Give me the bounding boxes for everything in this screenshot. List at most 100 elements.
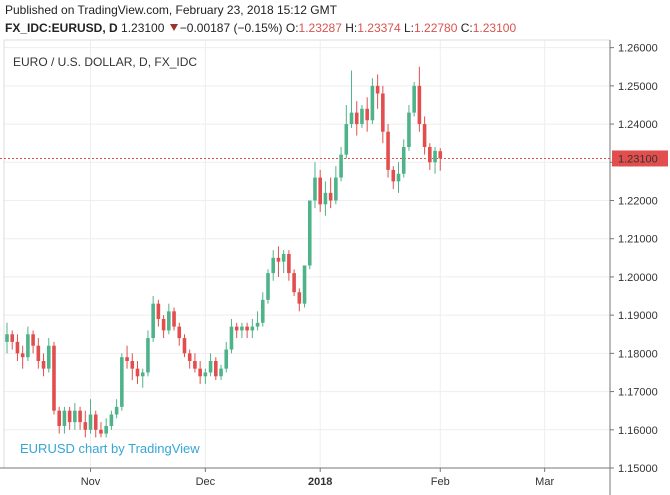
price-axis-panel bbox=[610, 0, 670, 495]
candle-body bbox=[344, 124, 349, 155]
y-tick-label: 1.26000 bbox=[618, 43, 658, 55]
grid-layer bbox=[4, 40, 610, 469]
candle-body bbox=[349, 112, 354, 125]
candle-body bbox=[187, 353, 192, 361]
candle-body bbox=[245, 326, 249, 331]
candle-body bbox=[396, 173, 401, 182]
x-tick-label: Dec bbox=[196, 476, 216, 488]
candle-body bbox=[130, 361, 135, 369]
candle-body bbox=[318, 177, 322, 205]
candle-body bbox=[386, 131, 390, 170]
candle-body bbox=[422, 124, 427, 147]
candle-body bbox=[36, 345, 41, 361]
candle-body bbox=[83, 422, 88, 430]
candle-body bbox=[302, 265, 307, 304]
candle-body bbox=[328, 192, 333, 201]
candle-body bbox=[114, 406, 119, 415]
close-value: 1.23100 bbox=[472, 21, 517, 35]
candle-body bbox=[120, 357, 124, 407]
y-tick-label: 1.16000 bbox=[618, 425, 658, 437]
candle-body bbox=[266, 273, 270, 300]
candle-body bbox=[370, 85, 375, 121]
candle-body bbox=[203, 372, 208, 377]
ohlc-legend: FX_IDC:EURUSD, D 1.23100 −0.00187 (−0.15… bbox=[5, 21, 516, 35]
candle-body bbox=[46, 345, 51, 369]
candle-body bbox=[67, 410, 72, 423]
candle-body bbox=[151, 303, 155, 339]
candle-body bbox=[412, 85, 416, 113]
candle-body bbox=[146, 338, 150, 373]
watermark[interactable]: EURUSD chart by TradingView bbox=[20, 441, 200, 456]
candle-body bbox=[219, 368, 223, 377]
y-tick-label: 1.15000 bbox=[618, 463, 658, 475]
candle-body bbox=[182, 338, 187, 354]
close-label: C: bbox=[460, 21, 473, 35]
y-tick-label: 1.21000 bbox=[618, 234, 658, 246]
y-tick-label: 1.24000 bbox=[618, 119, 658, 131]
candles bbox=[5, 66, 443, 438]
candle-body bbox=[104, 425, 108, 434]
open-value: 1.23287 bbox=[298, 21, 342, 35]
candle-body bbox=[417, 85, 422, 125]
candle-body bbox=[156, 303, 161, 319]
low-label: L: bbox=[404, 21, 415, 35]
candle-body bbox=[292, 273, 296, 293]
x-tick-label: 2018 bbox=[308, 476, 332, 488]
candle-body bbox=[135, 368, 140, 377]
candle-body bbox=[240, 326, 244, 331]
candle-body bbox=[354, 112, 359, 125]
symbol-label: FX_IDC:EURUSD, D bbox=[5, 21, 118, 35]
candle-body bbox=[365, 108, 369, 121]
candle-body bbox=[250, 326, 255, 331]
candle-body bbox=[433, 150, 437, 163]
candle-body bbox=[161, 318, 166, 331]
x-tick-label: Nov bbox=[81, 476, 101, 488]
candle-body bbox=[5, 334, 9, 342]
high-label: H: bbox=[345, 21, 358, 35]
candle-body bbox=[255, 322, 260, 327]
candle-body bbox=[323, 192, 328, 205]
candle-body bbox=[15, 341, 20, 354]
candle-body bbox=[224, 349, 229, 369]
last-price-label: 1.23100 bbox=[618, 153, 658, 165]
candle-body bbox=[99, 429, 103, 434]
candle-body bbox=[234, 326, 239, 331]
candle-body bbox=[307, 200, 312, 266]
published-info: Published on TradingView.com, February 2… bbox=[5, 3, 337, 17]
high-value: 1.23374 bbox=[357, 21, 401, 35]
chart-title: EURO / U.S. DOLLAR, D, FX_IDC bbox=[13, 55, 197, 69]
candle-body bbox=[360, 108, 364, 125]
y-tick-label: 1.22000 bbox=[618, 196, 658, 208]
y-tick-label: 1.17000 bbox=[618, 387, 658, 399]
candle-body bbox=[198, 368, 202, 377]
candle-body bbox=[339, 154, 343, 178]
candle-body bbox=[88, 414, 93, 430]
candle-body bbox=[260, 299, 265, 323]
candle-body bbox=[271, 257, 276, 274]
y-tick-label: 1.19000 bbox=[618, 310, 658, 322]
candle-body bbox=[57, 410, 61, 426]
candle-body bbox=[167, 311, 171, 331]
x-tick-label: Mar bbox=[535, 476, 554, 488]
candle-body bbox=[438, 151, 443, 159]
candle-body bbox=[31, 334, 35, 346]
down-triangle-icon bbox=[169, 24, 178, 31]
open-label: O: bbox=[285, 21, 299, 35]
candle-body bbox=[428, 147, 432, 163]
change-value: −0.00187 (−0.15%) bbox=[179, 21, 283, 35]
plot-border bbox=[3, 39, 611, 469]
candle-body bbox=[401, 147, 406, 174]
candle-body bbox=[140, 372, 145, 377]
candle-body bbox=[407, 112, 411, 147]
candle-body bbox=[10, 334, 15, 342]
candle-body bbox=[214, 361, 218, 377]
time-axis[interactable]: Nov Dec 2018 Feb Mar bbox=[81, 468, 555, 488]
x-tick-label: Feb bbox=[431, 476, 450, 488]
candle-body bbox=[281, 254, 286, 262]
candle-body bbox=[109, 414, 114, 426]
candle-body bbox=[172, 311, 176, 327]
candle-body bbox=[62, 410, 67, 426]
candle-body bbox=[334, 177, 338, 201]
candle-body bbox=[375, 85, 380, 94]
